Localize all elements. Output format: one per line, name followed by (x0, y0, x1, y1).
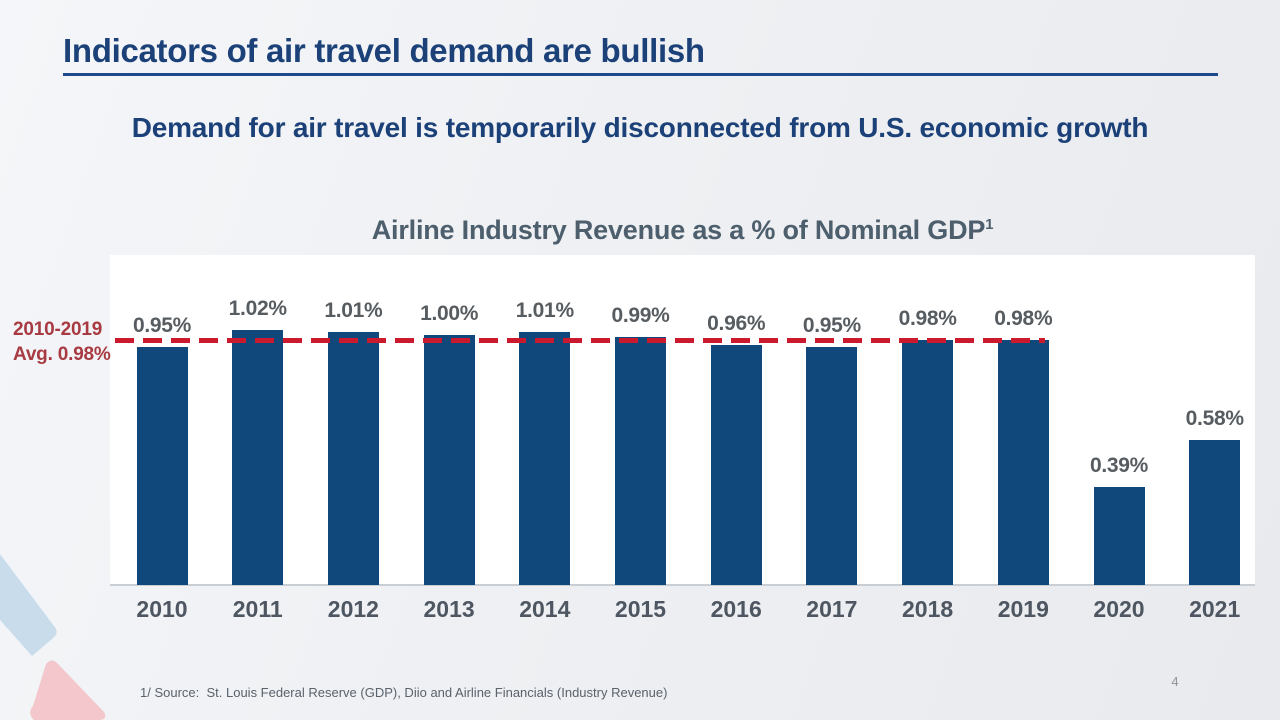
value-label-2013: 1.00% (420, 302, 479, 325)
chart-plot-area: 0.95% 1.02% 1.01% 1.00% 1.01% 0.99% 0.96% 0.95%… (110, 255, 1255, 585)
chart-title: Airline Industry Revenue as a % of Nomin… (110, 215, 1255, 246)
x-axis-label-2015: 2015 (614, 596, 667, 622)
value-label-2015: 0.99% (611, 304, 670, 327)
value-label-2019: 0.98% (994, 307, 1053, 330)
x-axis-line (110, 584, 1255, 586)
value-label-2016: 0.96% (707, 312, 766, 335)
bar-2018 (902, 340, 954, 585)
x-axis-label-2021: 2021 (1189, 596, 1241, 622)
bar-2013 (423, 335, 475, 585)
x-axis-label-2018: 2018 (902, 596, 954, 622)
source-footnote: 1/ Source: St. Louis Federal Reserve (GD… (140, 685, 668, 700)
bar-2010 (136, 347, 188, 585)
value-label-2010: 0.95% (132, 314, 192, 337)
x-axis-label-2010: 2010 (136, 596, 188, 622)
value-label-2020: 0.39% (1089, 454, 1149, 477)
x-axis-label-2019: 2019 (997, 596, 1049, 622)
x-axis-label-2014: 2014 (519, 596, 571, 622)
value-label-2017: 0.95% (802, 314, 861, 337)
watermark-blue-wing (0, 554, 57, 656)
bar-2016 (710, 345, 762, 585)
page-number: 4 (1171, 674, 1179, 689)
chart-title-footnote-marker: 1 (985, 217, 994, 233)
bar-2021 (1189, 440, 1241, 585)
slide-title: Indicators of air travel demand are bull… (63, 32, 705, 69)
chart-plot-background (110, 255, 1255, 585)
bar-2019 (997, 340, 1049, 585)
x-axis-label-2016: 2016 (710, 596, 762, 622)
x-axis-label-2017: 2017 (806, 596, 858, 622)
average-reference-dashed-line (115, 338, 1045, 343)
title-underline-rule (63, 73, 1218, 76)
corner-logo-watermark (0, 554, 106, 720)
reference-annotation-line2: Avg. 0.98% (13, 344, 111, 365)
bar-2012 (327, 332, 379, 585)
value-label-2021: 0.58% (1185, 407, 1244, 430)
chart-title-text: Airline Industry Revenue as a % of Nomin… (371, 215, 986, 245)
x-axis-label-2011: 2011 (232, 596, 283, 622)
reference-line-annotation: 2010-2019 Avg. 0.98% (13, 317, 138, 367)
slide-subtitle: Demand for air travel is temporarily dis… (131, 112, 1149, 143)
value-label-2014: 1.01% (515, 299, 574, 322)
bar-2014 (519, 332, 571, 585)
x-axis-label-2020: 2020 (1093, 596, 1145, 622)
value-label-2011: 1.02% (228, 297, 287, 320)
bar-2020 (1093, 487, 1145, 585)
x-axis-label-2012: 2012 (327, 596, 379, 622)
bar-2017 (806, 347, 858, 585)
x-axis-label-2013: 2013 (423, 596, 475, 622)
value-label-2018: 0.98% (898, 307, 957, 330)
reference-annotation-line1: 2010-2019 (13, 319, 103, 340)
value-label-2012: 1.01% (324, 299, 383, 322)
watermark-red-wing (30, 660, 106, 720)
bar-2015 (615, 337, 666, 585)
bar-2011 (232, 330, 284, 585)
